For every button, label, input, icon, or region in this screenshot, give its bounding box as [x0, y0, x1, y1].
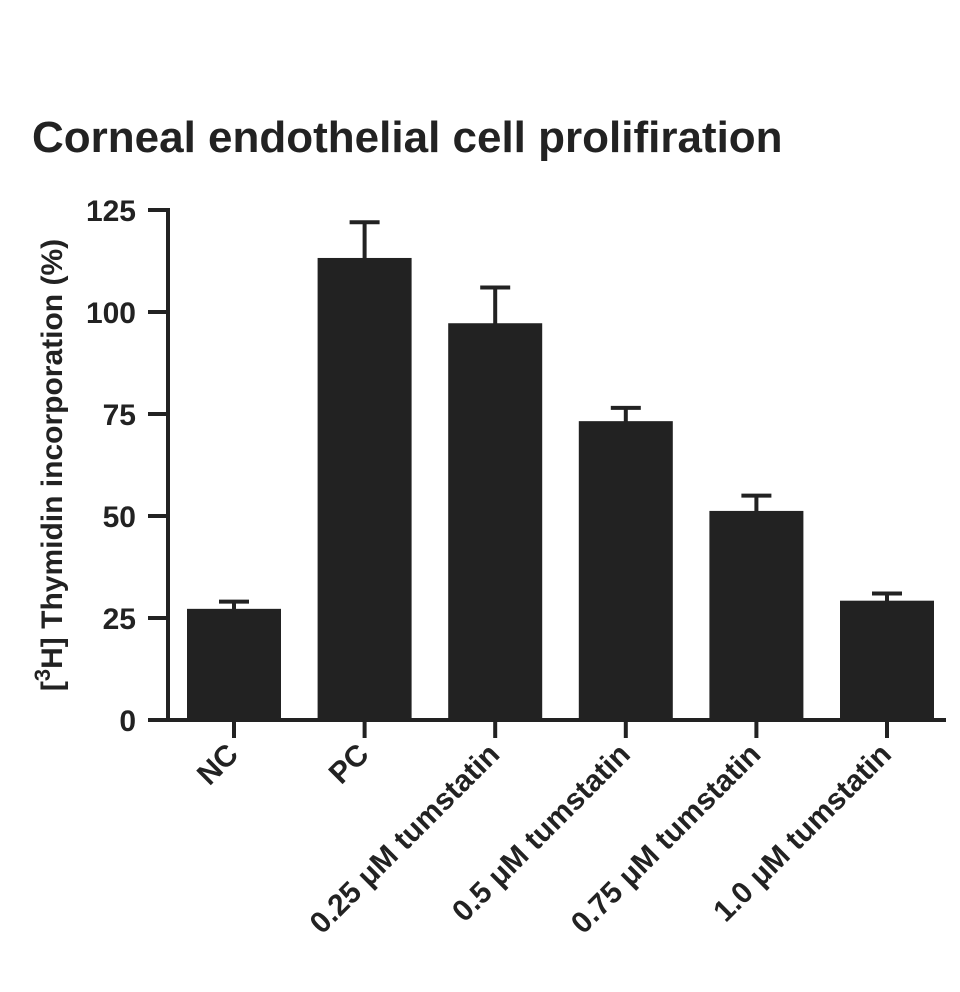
- bar: [317, 257, 412, 721]
- y-tick-label: 75: [103, 399, 136, 432]
- y-axis: 0 25 50 75 100 125: [86, 195, 170, 738]
- bars: [187, 257, 934, 722]
- y-tick-label: 50: [103, 501, 136, 534]
- bar: [840, 600, 934, 721]
- error-bars: [219, 220, 902, 610]
- bar: [578, 421, 673, 721]
- y-axis-label-superscript: 3: [30, 669, 55, 681]
- x-category-label: PC: [323, 738, 376, 791]
- x-category-label: NC: [191, 738, 245, 792]
- x-axis: [166, 718, 946, 738]
- bar: [448, 323, 543, 721]
- svg-text:[3H] Thymidin incorporation (%: [3H] Thymidin incorporation (%): [30, 239, 69, 691]
- y-axis-label-text: H] Thymidin incorporation (%): [36, 239, 69, 669]
- bar: [187, 608, 281, 722]
- chart-title: Corneal endothelial cell prolifiration: [32, 113, 783, 162]
- y-tick-label: 125: [86, 195, 136, 228]
- bar: [709, 510, 804, 722]
- y-tick-label: 0: [119, 705, 136, 738]
- y-tick-label: 100: [86, 297, 136, 330]
- y-tick-label: 25: [103, 603, 136, 636]
- y-axis-label-bracket: [: [36, 681, 69, 691]
- y-axis-label: [3H] Thymidin incorporation (%): [30, 239, 69, 691]
